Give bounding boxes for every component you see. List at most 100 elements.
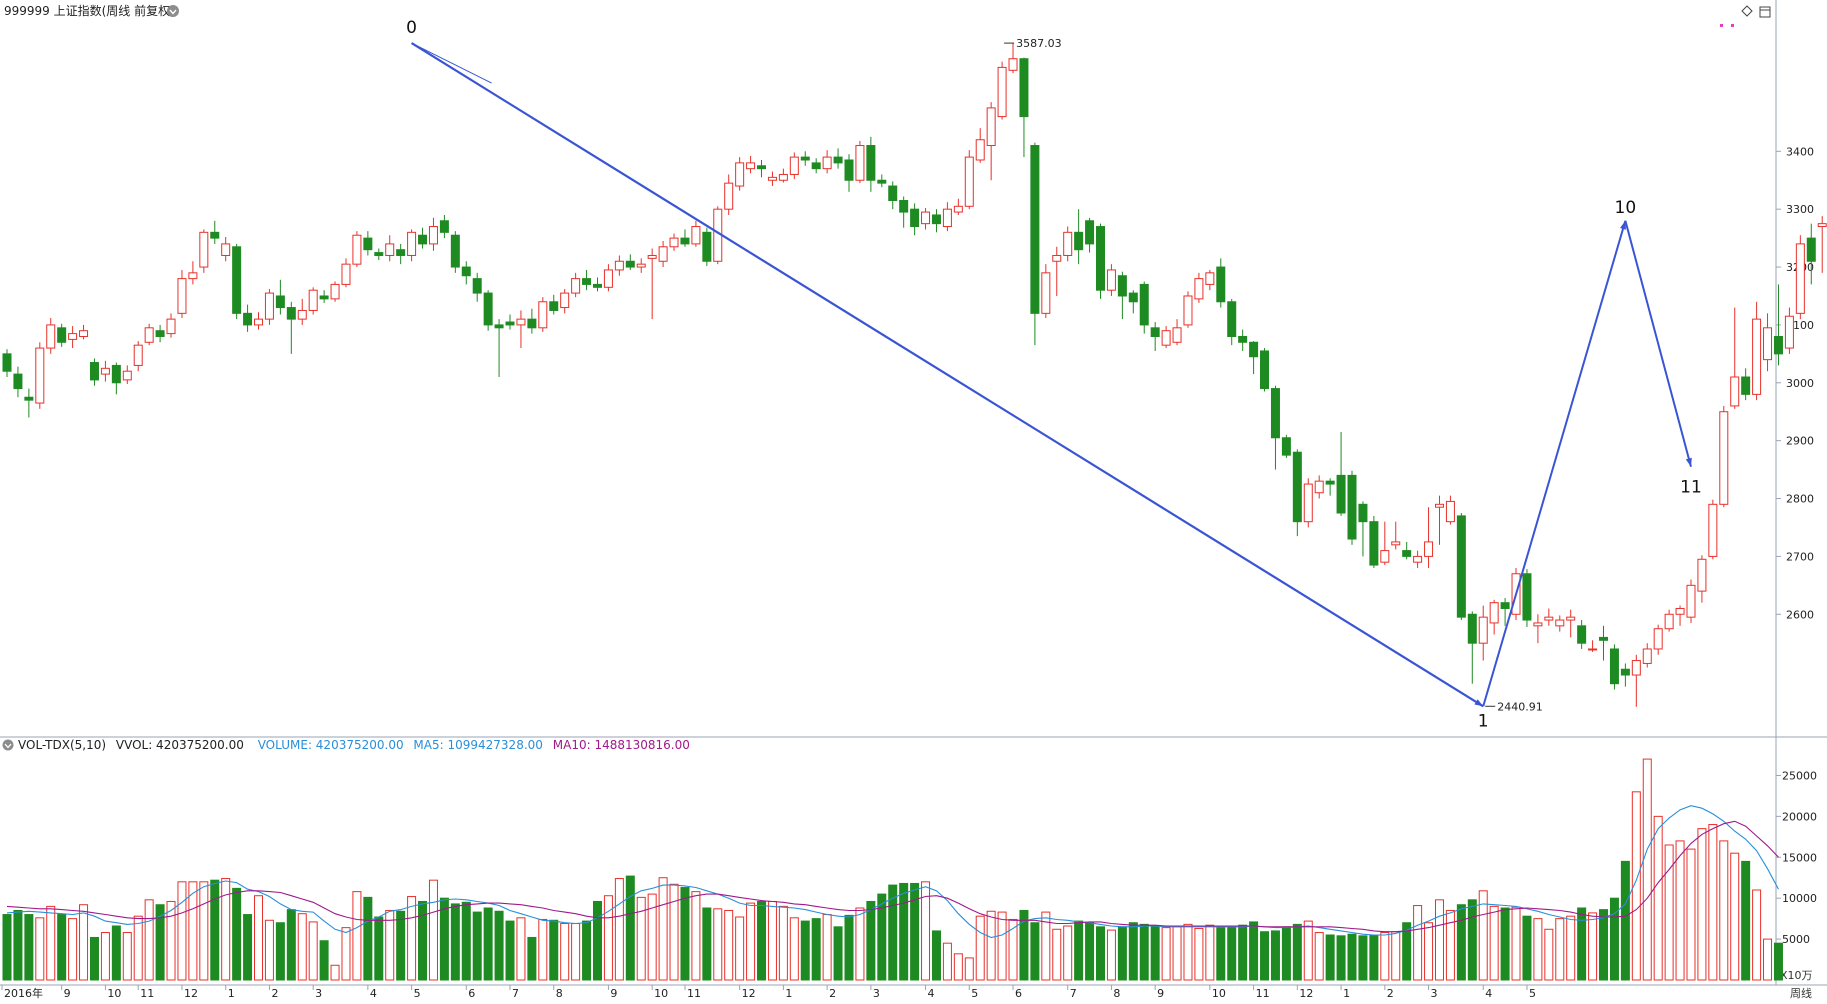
candle-body-down — [931, 214, 941, 225]
candle-body-up — [1533, 622, 1543, 627]
candle-body-down — [1260, 350, 1270, 390]
volume-bar-up — [855, 907, 865, 981]
candle — [1096, 223, 1105, 299]
volume-bar-up — [1697, 828, 1707, 981]
candle — [35, 342, 45, 409]
candle — [953, 198, 963, 215]
volume-bar-up — [407, 896, 417, 981]
volume-bar-down — [592, 900, 602, 981]
candle — [1642, 643, 1652, 668]
volume-bar-down — [1347, 933, 1357, 981]
volume-bar-down — [866, 900, 876, 981]
candle — [997, 61, 1007, 120]
volume-bar-down — [527, 936, 537, 981]
x-tick-label: 12 — [1299, 987, 1313, 1000]
candle-body-up — [516, 318, 526, 326]
candle-body-up — [789, 156, 799, 175]
wave-segment — [1482, 220, 1627, 707]
candle — [461, 261, 471, 285]
candle-body-up — [636, 263, 646, 268]
x-tick-label: 1 — [228, 987, 235, 1000]
x-tick-label: 3 — [873, 987, 880, 1000]
price-tick-label: 2800 — [1786, 493, 1814, 506]
candle — [614, 255, 624, 276]
candle — [560, 289, 570, 314]
settings-icon[interactable] — [167, 5, 179, 17]
candle-body-down — [1522, 573, 1532, 621]
candle-body-up — [1588, 648, 1598, 651]
candle-body-up — [1675, 607, 1685, 615]
wave-label: 10 — [1615, 198, 1637, 218]
candle-body-down — [549, 301, 559, 311]
candle — [1238, 329, 1248, 351]
candle — [1161, 326, 1171, 349]
volume-bar-up — [68, 918, 78, 981]
candle — [1434, 495, 1444, 545]
candle-body-up — [1052, 254, 1062, 262]
volume-bar-up — [1205, 924, 1215, 981]
candle-body-up — [254, 318, 264, 326]
volume-settings-icon[interactable] — [2, 739, 14, 751]
candle — [385, 235, 395, 262]
candle-body-up — [308, 289, 318, 311]
candle — [538, 297, 548, 332]
candle — [297, 298, 307, 325]
volume-bar-up — [986, 910, 996, 981]
window-icon[interactable] — [1759, 6, 1771, 18]
volume-ma-lines — [6, 805, 1779, 939]
volume-bar-up — [1041, 911, 1051, 981]
volume-bar-up — [264, 919, 274, 981]
x-tick-label: 5 — [971, 987, 978, 1000]
x-tick-label: 7 — [512, 987, 519, 1000]
volume-bar-up — [603, 895, 613, 981]
candle-body-down — [833, 156, 843, 164]
x-tick-label: 8 — [556, 987, 563, 1000]
volume-bar-up — [1052, 928, 1062, 981]
candle-body-down — [57, 327, 67, 343]
candle — [1074, 209, 1084, 265]
volume-bar-down — [1402, 922, 1412, 981]
volume-bar-up — [254, 895, 264, 981]
volume-bar-up — [100, 932, 110, 981]
volume-bar-up — [1664, 844, 1674, 981]
candle-body-up — [571, 278, 581, 294]
volume-bar-up — [822, 914, 832, 981]
candle — [1456, 512, 1466, 621]
candle — [942, 202, 952, 232]
candle-body-down — [800, 156, 810, 161]
candle — [1139, 281, 1149, 334]
volume-bar-up — [614, 878, 624, 981]
candle — [2, 349, 12, 377]
candle-body-down — [527, 318, 537, 329]
volume-bar-down — [757, 900, 767, 981]
candle — [1347, 470, 1357, 545]
candle-body-down — [363, 237, 373, 251]
candle — [800, 151, 810, 166]
candlestick-series — [2, 43, 1827, 707]
ma10-value: MA10: 1488130816.00 — [553, 738, 690, 752]
volume-bar-down — [286, 909, 296, 981]
ma5-value: MA5: 1099427328.00 — [413, 738, 543, 752]
candle-body-up — [746, 162, 756, 170]
volume-bar-down — [1030, 922, 1040, 981]
candle — [1128, 290, 1138, 314]
volume-bar-up — [1183, 923, 1193, 981]
candle — [374, 248, 384, 261]
candle — [1478, 605, 1488, 661]
candle-body-down — [1741, 376, 1751, 395]
x-tick-label: 11 — [1256, 987, 1270, 1000]
volume-bar-down — [1249, 921, 1259, 981]
candle — [1719, 405, 1729, 508]
volume-bar-down — [800, 920, 810, 981]
x-tick-label: 8 — [1113, 987, 1120, 1000]
candle-body-up — [1686, 584, 1696, 618]
candle — [1588, 640, 1598, 652]
volume-bar-up — [1008, 918, 1018, 981]
volume-bar-up — [199, 881, 209, 981]
candle-body-up — [1719, 411, 1729, 505]
volume-bar-up — [647, 893, 657, 981]
volume-bar-up — [1478, 890, 1488, 981]
candle-body-down — [899, 200, 909, 213]
diamond-icon[interactable] — [1741, 5, 1753, 17]
